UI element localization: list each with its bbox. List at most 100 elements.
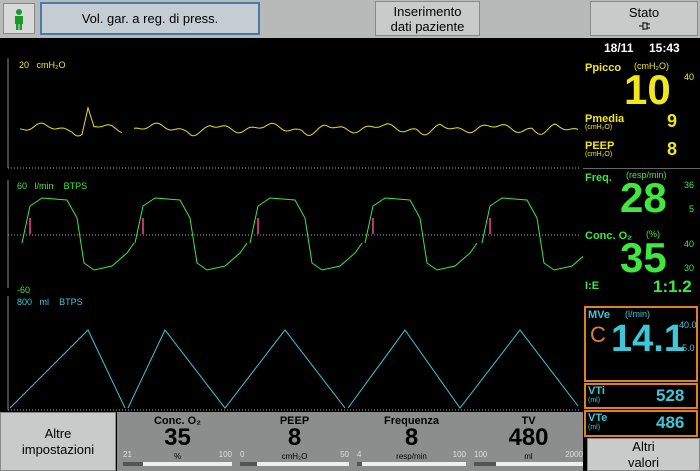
label: PEEP bbox=[585, 140, 615, 152]
unit: (l/min) bbox=[625, 309, 650, 319]
button-text: valori bbox=[627, 454, 660, 470]
setting-unit: cmH₂O bbox=[281, 452, 308, 461]
unit: ml bbox=[39, 297, 50, 307]
unit: (cmH₂O) bbox=[585, 151, 613, 158]
unit: (%) bbox=[646, 229, 660, 239]
slider-track bbox=[123, 462, 232, 466]
scale: 20 bbox=[19, 60, 30, 70]
more-settings-button[interactable]: Altre impostazioni bbox=[0, 412, 116, 471]
label: MVe bbox=[588, 309, 611, 321]
person-icon bbox=[15, 8, 23, 30]
status-button[interactable]: Stato bbox=[590, 1, 698, 36]
waveform-area bbox=[7, 58, 583, 411]
alarm-high: 40 bbox=[684, 239, 695, 249]
unit: (resp/min) bbox=[626, 170, 667, 180]
unit: (cmH₂O) bbox=[634, 61, 669, 71]
setting-label: PEEP bbox=[279, 415, 310, 427]
setting-label: Conc. O₂ bbox=[153, 415, 202, 427]
slider-track bbox=[240, 462, 349, 466]
alarm-low: 30 bbox=[684, 263, 695, 273]
label: Ppicco bbox=[585, 62, 622, 74]
value: 8 bbox=[667, 139, 678, 159]
scale-min: -60 bbox=[17, 285, 31, 295]
setting-label: TV bbox=[521, 415, 536, 427]
unit: (ml) bbox=[588, 397, 601, 404]
slider-track bbox=[357, 462, 466, 466]
label: Conc. O₂ bbox=[585, 230, 633, 242]
vti-box bbox=[584, 383, 698, 409]
button-text: dati paziente bbox=[390, 18, 465, 34]
setting-max: 100 bbox=[452, 450, 466, 459]
setting: Frequenza 8 resp/min 4 100 bbox=[355, 412, 468, 471]
setting-value: 8 bbox=[404, 424, 419, 451]
more-values-button[interactable]: Altri valori bbox=[587, 438, 700, 471]
setting-min: 21 bbox=[123, 450, 132, 459]
alarm-low: 5.0 bbox=[682, 343, 695, 353]
slider-fill bbox=[357, 462, 363, 466]
scale-label: 20 cmH₂O bbox=[19, 60, 66, 70]
tag: BTPS bbox=[59, 297, 83, 307]
volume-wave bbox=[9, 329, 579, 409]
value: 486 bbox=[656, 413, 685, 432]
slider-fill bbox=[240, 462, 258, 466]
setting: Conc. O₂ 35% 21 100 bbox=[121, 412, 234, 471]
scale-label: 60 l/min BTPS bbox=[17, 181, 87, 191]
alarm-high: 36 bbox=[684, 180, 695, 190]
unit: cmH₂O bbox=[36, 60, 66, 70]
label: VTe bbox=[588, 412, 608, 424]
label: I:E bbox=[585, 280, 600, 292]
mode-button[interactable]: Vol. gar. a reg. di press. bbox=[40, 2, 260, 35]
label: Pmedia bbox=[585, 113, 625, 125]
setting: PEEP 8 cmH₂O 0 50 bbox=[238, 412, 351, 471]
date: 18/11 bbox=[604, 41, 634, 55]
setting-unit: ml bbox=[524, 452, 533, 461]
alarm-low: 5 bbox=[689, 204, 695, 214]
slider-fill bbox=[474, 462, 496, 466]
button-text: Stato bbox=[628, 5, 660, 20]
vte-box bbox=[584, 410, 698, 437]
slider-track bbox=[474, 462, 583, 466]
divider bbox=[583, 168, 700, 169]
flag: C bbox=[590, 322, 606, 347]
patient-icon-button[interactable] bbox=[3, 3, 35, 34]
unit: l/min bbox=[34, 181, 54, 191]
flow-wave bbox=[21, 197, 583, 271]
tag: BTPS bbox=[63, 181, 88, 191]
value: 10 bbox=[624, 66, 671, 113]
pressure-wave bbox=[19, 106, 579, 137]
button-text: Altre bbox=[44, 425, 72, 441]
value: 28 bbox=[620, 174, 667, 221]
button-text: impostazioni bbox=[21, 441, 95, 457]
button-text: Inserimento bbox=[393, 3, 462, 19]
patient-data-button[interactable]: Inserimento dati paziente bbox=[375, 1, 480, 36]
setting-unit: % bbox=[173, 452, 182, 461]
setting-min: 0 bbox=[240, 450, 245, 459]
setting-min: 100 bbox=[474, 450, 488, 459]
setting-unit: resp/min bbox=[396, 452, 427, 461]
setting-label: Frequenza bbox=[383, 415, 439, 427]
value: 14.1 bbox=[611, 318, 685, 360]
mode-text: Vol. gar. a reg. di press. bbox=[81, 11, 219, 26]
scale: 800 bbox=[17, 297, 33, 307]
alarm-high: 40 bbox=[684, 72, 695, 82]
time: 15:43 bbox=[649, 41, 680, 55]
label: VTi bbox=[588, 385, 605, 397]
scale: 60 bbox=[17, 181, 28, 191]
setting-min: 4 bbox=[357, 450, 362, 459]
value: 9 bbox=[667, 111, 678, 131]
value: 35 bbox=[620, 234, 667, 281]
settings-bar: Conc. O₂ 35% 21 100 PEEP 8 cmH₂O 0 50 Frequenza 8 r… bbox=[117, 412, 583, 471]
alarm-high: 40.0 bbox=[679, 320, 697, 330]
mve-box bbox=[584, 306, 698, 382]
value: 528 bbox=[656, 386, 685, 405]
setting-max: 100 bbox=[218, 450, 232, 459]
scale-label: 800 ml BTPS bbox=[17, 297, 83, 307]
value: 1:1.2 bbox=[653, 277, 692, 296]
label: Freq. bbox=[585, 172, 612, 184]
setting-value: 8 bbox=[287, 424, 302, 451]
setting-value: 35 bbox=[164, 424, 191, 451]
unit: (cmH₂O) bbox=[585, 124, 613, 131]
plug-icon bbox=[639, 22, 650, 30]
button-text: Altri bbox=[632, 438, 655, 454]
